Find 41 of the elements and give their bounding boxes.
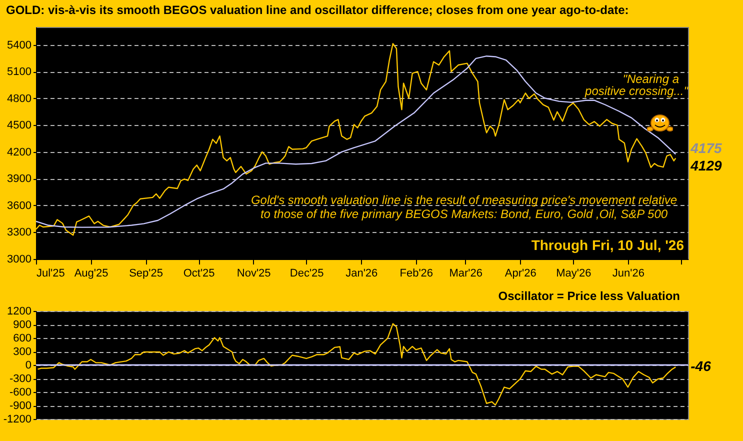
line-series: [37, 323, 676, 406]
y-tick-label: 5400: [7, 39, 32, 52]
y-tick-label: 3300: [7, 226, 32, 239]
annotation: 4129: [690, 157, 722, 174]
y-tick-label: 0: [25, 360, 32, 372]
chart-title: Oscillator = Price less Valuation: [498, 289, 680, 303]
annotation: Gold's smooth valuation line is the result of measuring price's movement relative: [250, 193, 678, 207]
y-tick-label: 600: [13, 332, 32, 344]
y-tick-label: 4500: [7, 120, 32, 132]
x-tick-label: Dec'25: [290, 268, 324, 280]
x-tick-label: Jun'26: [612, 268, 644, 280]
x-tick-label: Sep'25: [129, 268, 164, 280]
annotation: positive crossing...": [584, 84, 689, 98]
annotation: "Nearing a: [622, 72, 680, 86]
x-tick-label: Nov'25: [236, 268, 271, 280]
y-tick-label: 4200: [7, 146, 32, 158]
y-tick-label: -1200: [3, 414, 32, 426]
y-tick-label: 3900: [7, 173, 32, 186]
x-tick-label: Jul'25: [36, 268, 65, 280]
x-tick-label: Aug'25: [74, 268, 108, 280]
x-tick-label: Jan'26: [346, 268, 378, 280]
y-tick-label: -600: [9, 386, 32, 398]
y-tick-label: 300: [13, 346, 32, 358]
y-tick-label: 4800: [7, 92, 32, 105]
x-tick-label: Mar'26: [449, 268, 483, 280]
x-tick-label: Apr'26: [504, 268, 536, 280]
annotation: Through Fri, 10 Jul, '26: [531, 237, 684, 253]
y-tick-label: 900: [13, 319, 32, 331]
annotation: -46: [690, 358, 712, 374]
y-tick-label: 3600: [7, 200, 32, 212]
y-tick-label: -300: [9, 373, 32, 385]
y-tick-label: -900: [9, 400, 32, 412]
annotation: 4175: [690, 140, 722, 156]
y-tick-label: 3000: [7, 254, 32, 266]
y-tick-label: 1200: [7, 306, 32, 318]
x-tick-label: Feb'26: [400, 268, 434, 280]
y-tick-label: 5100: [7, 66, 32, 78]
annotation: to those of the five primary BEGOS Markets: Bond, Euro, Gold ,Oil, S&P 500: [260, 207, 668, 221]
x-tick-label: May'26: [556, 268, 592, 280]
x-tick-label: Oct'25: [183, 268, 215, 280]
chart-title: GOLD: vis-à-vis its smooth BEGOS valuation line and oscillator difference; closes from one year ago-to-date:: [6, 3, 629, 17]
